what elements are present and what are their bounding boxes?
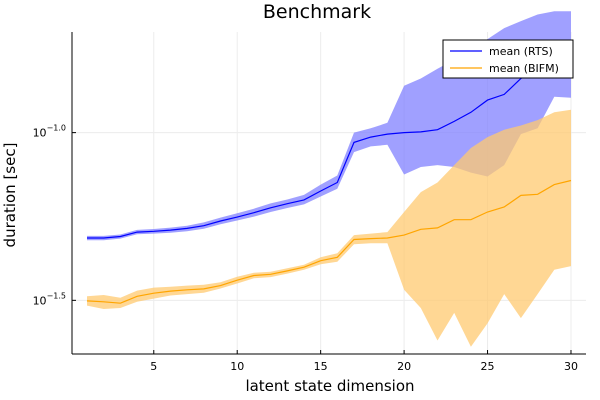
x-tick-label: 15: [314, 360, 328, 373]
line-series-0: [87, 47, 572, 239]
legend-label-rts: mean (RTS): [489, 45, 553, 58]
legend: mean (RTS) mean (BIFM): [442, 39, 574, 79]
x-tick-label: 30: [564, 360, 578, 373]
x-tick-label: 10: [230, 360, 244, 373]
y-tick-label: 10−1.0: [33, 124, 66, 140]
line-series-1: [86, 179, 572, 304]
legend-label-bifm: mean (BIFM): [489, 62, 559, 75]
chart-title: Benchmark: [263, 1, 371, 23]
x-tick-label: 20: [397, 360, 411, 373]
y-tick-label: 10−1.5: [33, 291, 66, 307]
x-axis-title: latent state dimension: [245, 377, 414, 395]
mean-lines: [86, 47, 572, 304]
legend-box: [442, 39, 574, 79]
x-tick-label: 5: [150, 360, 157, 373]
x-tick-label: 25: [481, 360, 495, 373]
y-axis-title: duration [sec]: [1, 143, 19, 248]
ticks: 5 10 15 20 25 30 10−1.5 10−1.0: [33, 124, 578, 373]
